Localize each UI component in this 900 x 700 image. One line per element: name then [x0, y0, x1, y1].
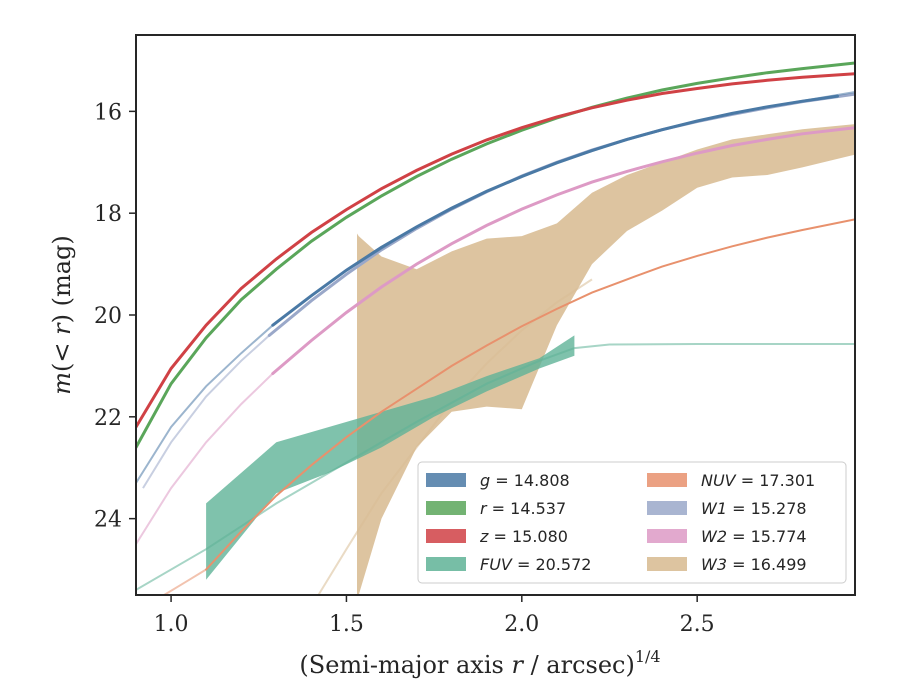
- legend-symbol: W3: [701, 555, 727, 574]
- legend-swatch-w1: [647, 501, 687, 515]
- legend-value: = 16.499: [727, 555, 807, 574]
- y-tick-label: 24: [94, 508, 122, 533]
- legend-label-fuv: FUV = 20.572: [480, 555, 591, 574]
- x-tick-label: 1.5: [329, 612, 364, 637]
- legend-value: = 20.572: [512, 555, 592, 574]
- x-axis-title-r: r: [511, 651, 524, 679]
- legend-label-r: r = 14.537: [480, 499, 566, 518]
- legend-swatch-g: [426, 473, 466, 487]
- band-w3: [357, 124, 855, 595]
- band-fuv: [206, 335, 575, 580]
- x-axis-title: (Semi-major axis r / arcsec)1/4: [299, 647, 660, 679]
- legend-swatch-nuv: [647, 473, 687, 487]
- legend-symbol: r: [480, 499, 488, 518]
- y-axis-title-lt: < r: [48, 322, 76, 363]
- faint-line-nuv: [163, 568, 207, 595]
- legend-box: [417, 461, 847, 584]
- y-tick-label: 18: [94, 202, 122, 227]
- x-axis-title-exponent: 1/4: [635, 647, 661, 666]
- legend-symbol: g: [480, 471, 490, 490]
- line-r: [136, 61, 855, 449]
- legend-label-z: z = 15.080: [479, 527, 568, 546]
- legend-swatch-w3: [647, 557, 687, 571]
- y-tick-label: 20: [94, 304, 122, 329]
- legend-value: = 17.301: [736, 471, 816, 490]
- legend-label-g: g = 14.808: [480, 471, 570, 490]
- legend-symbol: W2: [701, 527, 727, 546]
- faint-line-w1: [142, 334, 270, 489]
- y-axis-title-m: m: [48, 372, 76, 395]
- legend-symbol: W1: [701, 499, 727, 518]
- line-nuv: [205, 218, 855, 571]
- legend-value: = 15.080: [488, 527, 568, 546]
- legend-swatch-z: [426, 529, 466, 543]
- line-z: [136, 72, 855, 429]
- legend-value: = 14.808: [490, 471, 570, 490]
- x-tick-label: 1.0: [154, 612, 189, 637]
- line-w2: [271, 126, 855, 375]
- y-tick-label: 22: [94, 406, 122, 431]
- plot-area: [136, 61, 855, 595]
- y-axis-title-open: (: [48, 363, 76, 372]
- line-g: [271, 94, 839, 327]
- legend-label-w2: W2 = 15.774: [701, 527, 807, 546]
- legend-value: = 15.774: [727, 527, 807, 546]
- y-tick-label: 16: [94, 100, 122, 125]
- legend-swatch-fuv: [426, 557, 466, 571]
- x-axis-title-suffix: / arcsec): [523, 651, 635, 679]
- legend-label-w1: W1 = 15.278: [701, 499, 807, 518]
- x-axis: 1.0 1.5 2.0 2.5: [154, 595, 715, 637]
- legend-symbol: z: [479, 527, 489, 546]
- y-axis-title: m(< r) (mag): [48, 235, 76, 395]
- legend-value: = 14.537: [487, 499, 567, 518]
- legend-swatch-w2: [647, 529, 687, 543]
- legend-label-nuv: NUV = 17.301: [701, 471, 815, 490]
- y-axis-title-close: ) (mag): [48, 235, 76, 323]
- x-tick-label: 2.5: [680, 612, 715, 637]
- x-axis-title-prefix: (Semi-major axis: [299, 651, 511, 679]
- legend-value: = 15.278: [727, 499, 807, 518]
- legend-label-w3: W3 = 16.499: [701, 555, 807, 574]
- legend-swatch-r: [426, 501, 466, 515]
- legend-symbol: FUV: [480, 555, 513, 574]
- legend-symbol: NUV: [701, 471, 737, 490]
- faint-line-w2: [136, 372, 274, 545]
- y-axis: 16 18 20 22 24: [94, 100, 136, 533]
- x-tick-label: 2.0: [504, 612, 539, 637]
